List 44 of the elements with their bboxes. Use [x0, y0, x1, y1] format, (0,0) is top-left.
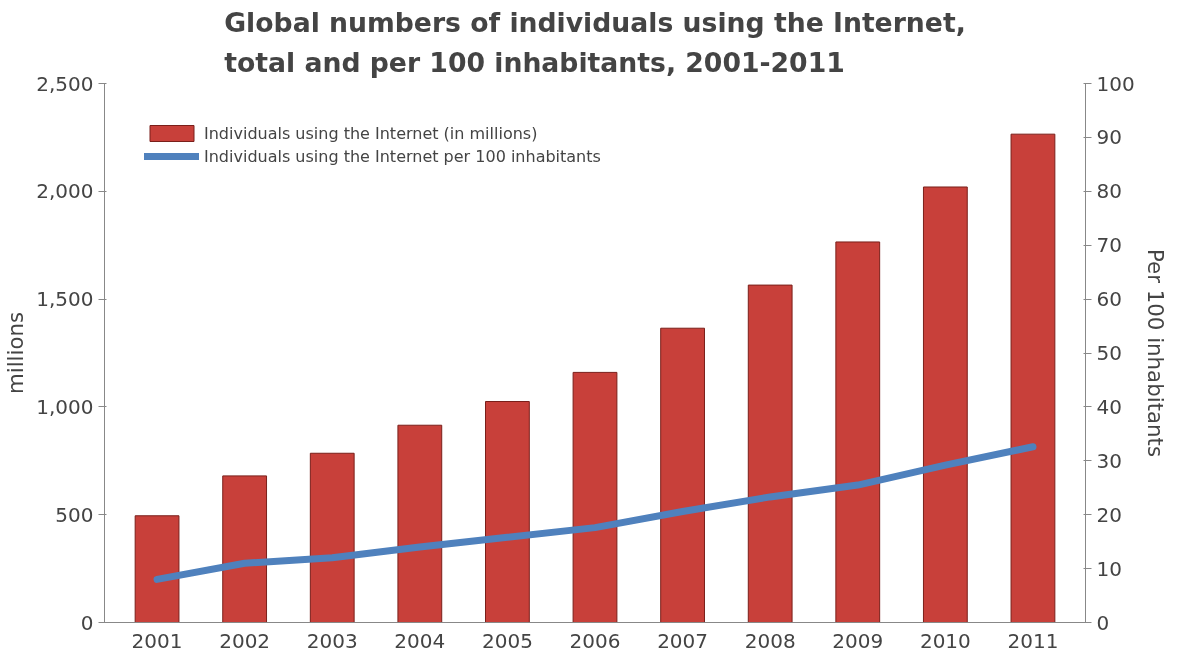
y-tick-label: 1,500	[36, 287, 94, 312]
bar	[747, 284, 793, 623]
bar	[1010, 133, 1056, 623]
bar	[835, 241, 881, 623]
x-tick-label: 2010	[919, 628, 971, 653]
y2-tick-label: 80	[1096, 179, 1122, 204]
x-tick-label: 2007	[657, 628, 709, 653]
y2-tick-label: 20	[1096, 502, 1122, 527]
x-tick-label: 2004	[394, 628, 446, 653]
bar	[485, 401, 530, 623]
y-tick-label: 1,000	[36, 394, 94, 419]
legend-label: Individuals using the Internet (in millions)	[204, 123, 538, 143]
y2-tick-label: 50	[1096, 341, 1122, 365]
legend-label: Individuals using the Internet per 100 inhabitants	[204, 146, 601, 166]
y-axis-title: millions	[3, 311, 29, 395]
x-tick-label: 2005	[481, 628, 533, 653]
y2-tick-label: 0	[1096, 610, 1110, 635]
x-tick-label: 2006	[569, 628, 621, 653]
bar	[397, 424, 443, 623]
y-tick-label: 2,500	[36, 71, 94, 96]
x-tick-label: 2002	[219, 628, 271, 653]
x-tick-label: 2003	[306, 628, 358, 653]
y2-tick-label: 100	[1096, 71, 1135, 96]
y2-axis-title: Per 100 inhabitants	[1142, 248, 1168, 458]
y-tick-label: 0	[80, 610, 94, 635]
bar	[572, 371, 618, 623]
chart-title: Global numbers of individuals using the Internet, total and per 100 inhabitants, 2001-2011	[224, 7, 966, 79]
y-tick-label: 2,000	[36, 179, 94, 204]
bar	[922, 186, 968, 623]
y2-tick-label: 30	[1096, 448, 1122, 473]
y-tick-label: 500	[55, 502, 94, 527]
y2-tick-label: 70	[1096, 233, 1122, 258]
bar	[222, 475, 268, 623]
y2-tick-label: 40	[1096, 394, 1122, 419]
x-tick-label: 2011	[1007, 628, 1059, 653]
x-tick-label: 2008	[744, 628, 796, 653]
y2-tick-label: 60	[1096, 287, 1122, 312]
bar	[660, 327, 705, 623]
y2-tick-label: 90	[1096, 125, 1122, 150]
bar	[309, 452, 355, 623]
y2-tick-label: 10	[1096, 556, 1122, 581]
x-tick-label: 2009	[832, 628, 884, 653]
x-tick-label: 2001	[131, 628, 183, 653]
bar	[134, 515, 180, 623]
